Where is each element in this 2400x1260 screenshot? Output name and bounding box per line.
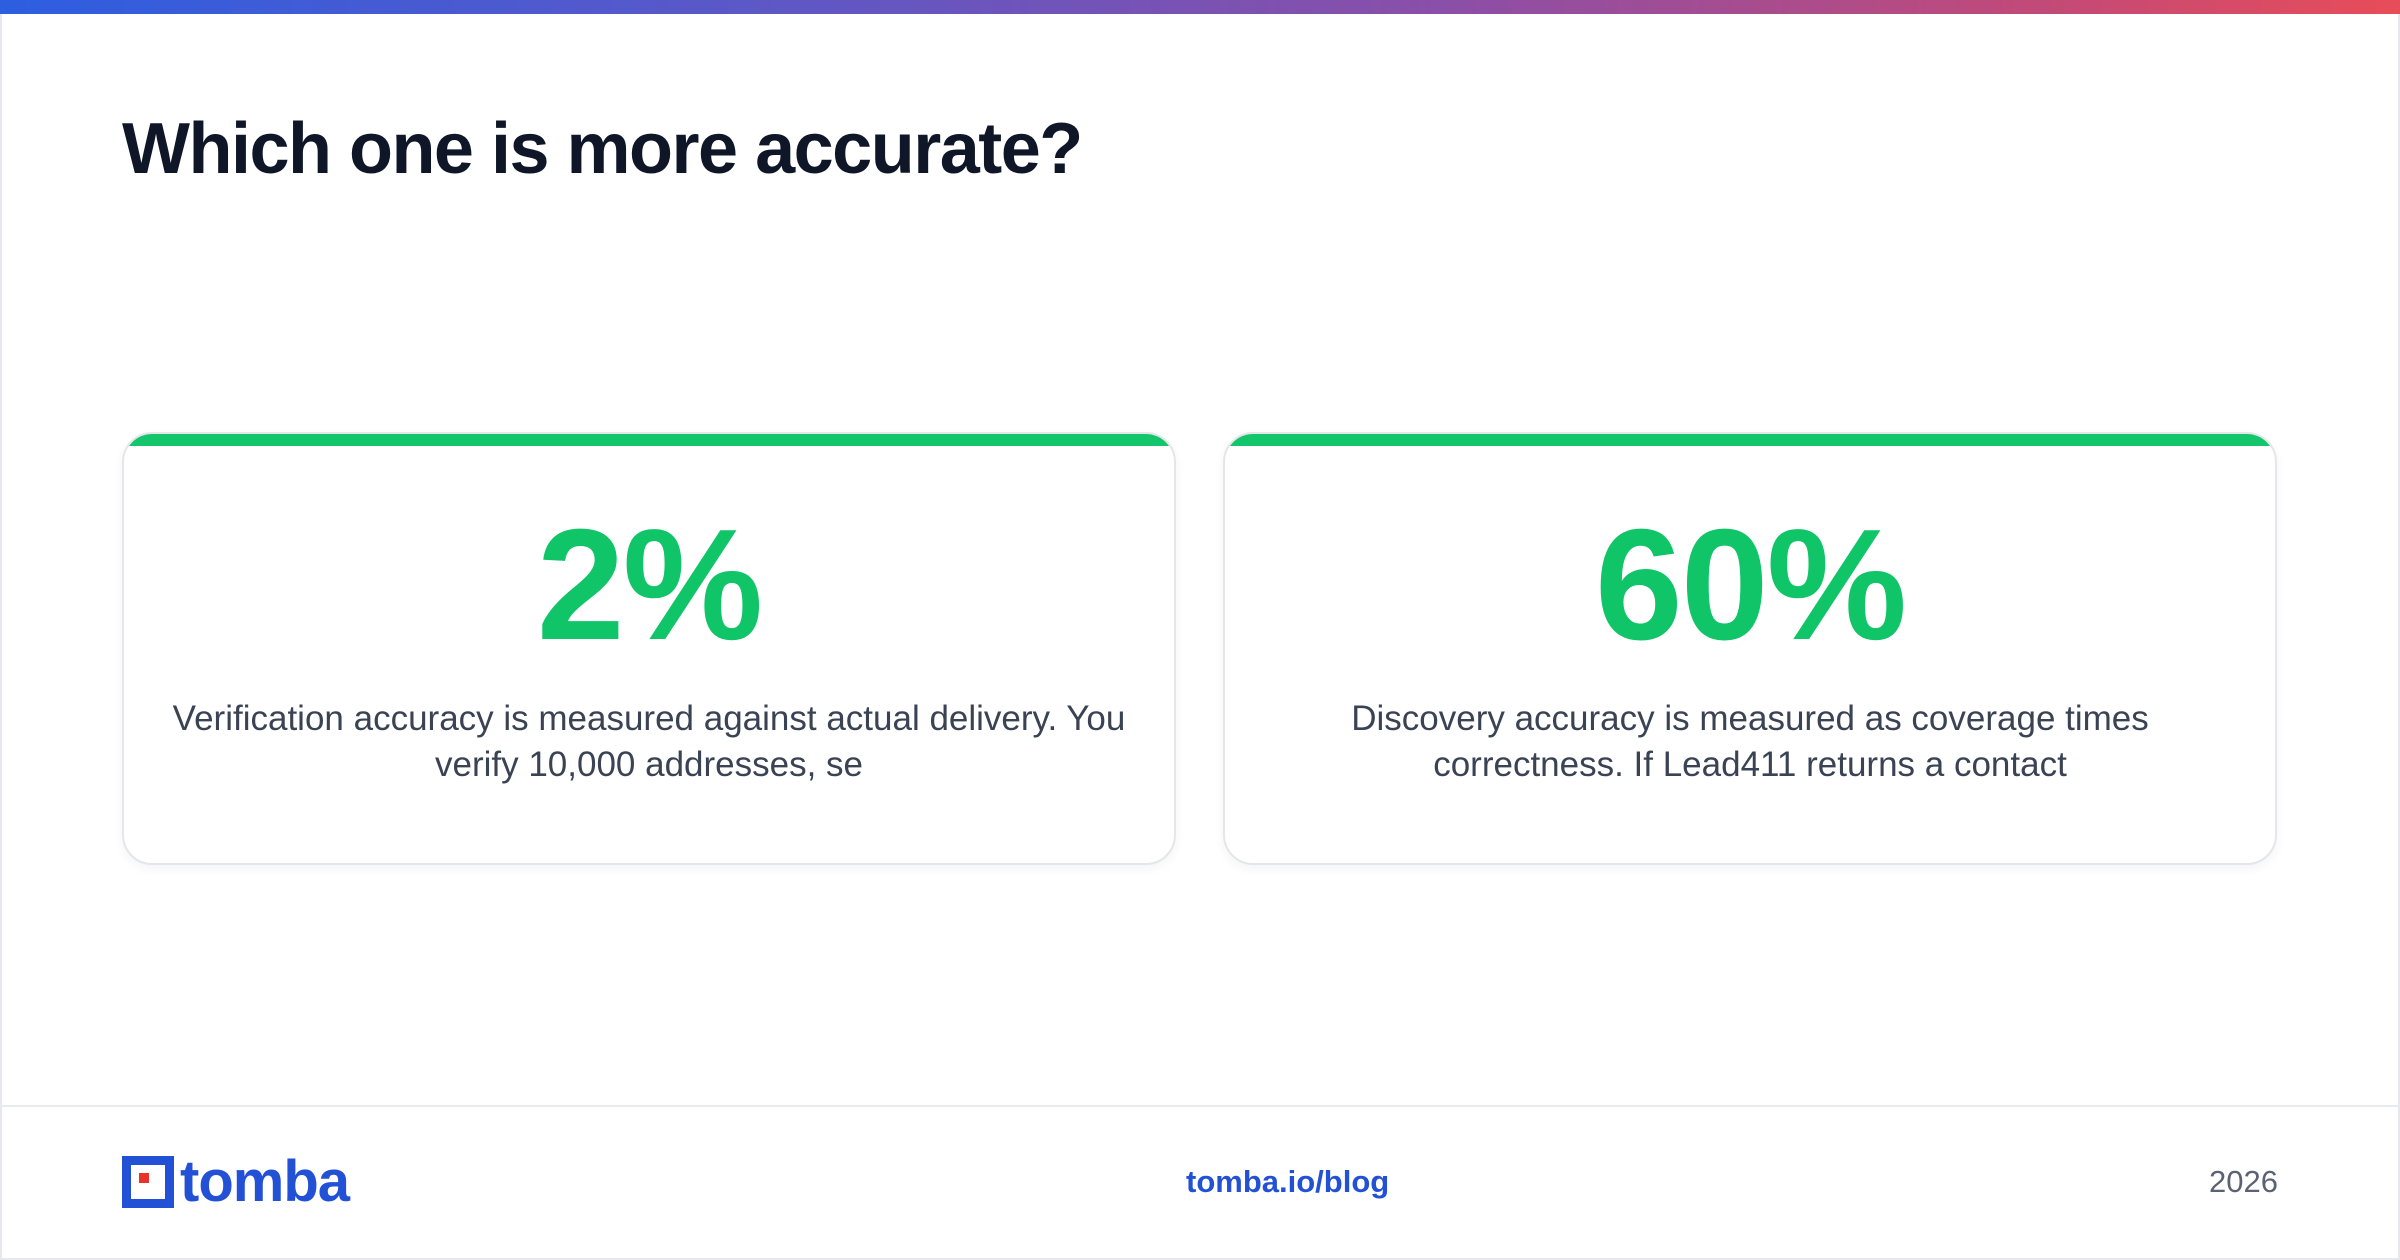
tomba-logo-icon [122,1156,174,1208]
page-title: Which one is more accurate? [122,109,1083,189]
stat-description: Discovery accuracy is measured as covera… [1351,699,2149,784]
stat-card-discovery: 60% Discovery accuracy is measured as co… [1223,432,2277,865]
footer-divider [0,1105,2400,1107]
footer-year: 2026 [2209,1164,2278,1199]
stat-value: 60% [1594,497,1907,673]
blog-link[interactable]: tomba.io/blog [1186,1164,1390,1199]
top-gradient-bar [0,0,2400,14]
logo-wordmark: tomba [180,1149,350,1214]
tomba-logo: tomba [122,1149,350,1214]
stat-card-verification: 2% Verification accuracy is measured aga… [122,432,1176,865]
stat-value: 2% [536,497,763,673]
stat-description: Verification accuracy is measured agains… [172,699,1126,784]
